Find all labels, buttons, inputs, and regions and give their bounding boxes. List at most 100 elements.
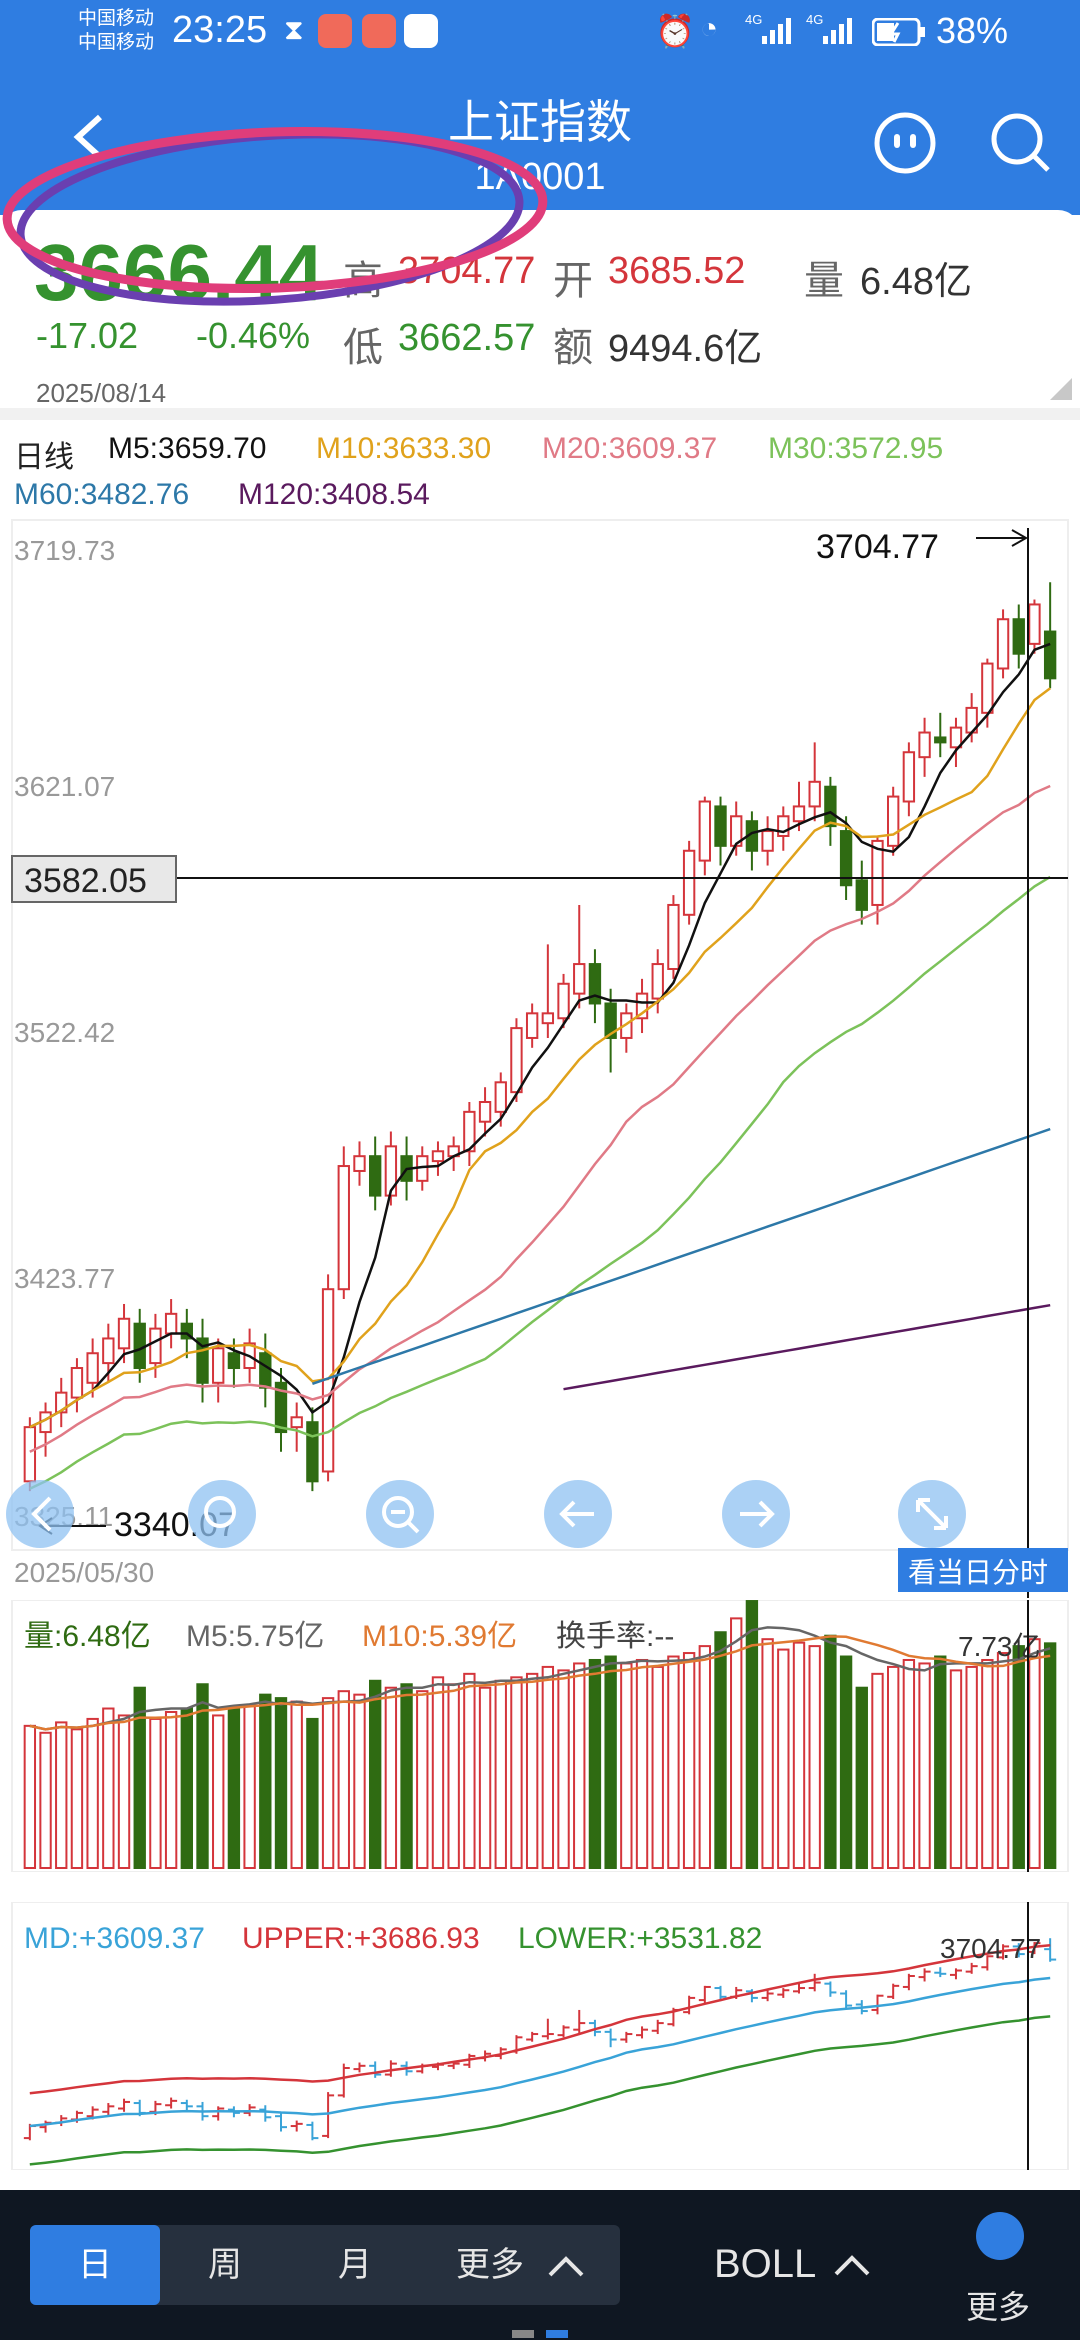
candle-body xyxy=(934,736,947,744)
volume-bar xyxy=(494,1679,507,1869)
low-label: 低 xyxy=(343,326,383,370)
chevron-up-icon[interactable] xyxy=(542,2247,590,2283)
fullscreen-button[interactable] xyxy=(898,1480,966,1548)
intraday-button-label[interactable]: 看当日分时 xyxy=(908,1557,1048,1588)
assistant-button[interactable] xyxy=(872,110,938,176)
boll-lower-line xyxy=(29,2015,1051,2166)
app-notification-icon xyxy=(362,14,396,48)
ma120-label: M120:3408.54 xyxy=(238,478,430,511)
max-arrow-icon xyxy=(976,529,1029,547)
candle-body xyxy=(478,1101,492,1123)
tab-more[interactable]: 更多 xyxy=(456,2246,524,2284)
quote-date: 2025/08/14 xyxy=(36,378,167,408)
signal-icon xyxy=(823,18,853,44)
volume-bar xyxy=(541,1665,555,1869)
tab-weekly[interactable]: 周 xyxy=(208,2246,242,2284)
zoom-out-button[interactable] xyxy=(188,1480,256,1548)
price-change: -17.02 xyxy=(36,315,139,356)
volume-bar xyxy=(745,1600,759,1870)
y-tick: 3423.77 xyxy=(14,1263,115,1294)
back-button[interactable] xyxy=(60,105,120,165)
zoom-in-button[interactable] xyxy=(6,1480,74,1548)
carrier-label-2: 中国移动 xyxy=(78,32,155,53)
amount-label: 额 xyxy=(553,326,593,370)
page-indicator-dot xyxy=(512,2330,534,2338)
battery-icon xyxy=(871,17,926,47)
candle-body xyxy=(117,1317,131,1350)
chevron-up-icon[interactable] xyxy=(828,2246,876,2282)
period-label: 日线 xyxy=(14,441,74,474)
candle-body xyxy=(510,1027,523,1094)
candle-body xyxy=(353,1155,366,1172)
pan-right-button[interactable] xyxy=(722,1480,790,1548)
volume-bar xyxy=(1028,1638,1041,1869)
turnover-label: 换手率:-- xyxy=(556,1620,674,1653)
volume-bar xyxy=(447,1683,460,1869)
volume-bar xyxy=(1012,1645,1025,1870)
volume-bar xyxy=(70,1728,84,1869)
ma5-line xyxy=(29,642,1051,1429)
kline-chart[interactable]: 3719.73 3621.07 3522.42 3423.77 3325.11 … xyxy=(0,518,1080,1598)
hourglass-icon: ⧗ xyxy=(284,14,304,45)
volume-bar xyxy=(934,1655,947,1870)
volume-bar xyxy=(39,1731,52,1869)
volume-bar xyxy=(808,1645,821,1870)
volume-bar xyxy=(620,1662,633,1869)
volume-bar xyxy=(651,1665,664,1869)
volume-label: 量 xyxy=(804,259,844,303)
volume-bar xyxy=(227,1707,241,1869)
candle-body xyxy=(557,982,570,1020)
volume-bar xyxy=(698,1645,711,1870)
tab-daily[interactable]: 日 xyxy=(30,2225,160,2305)
volume-bar xyxy=(902,1658,916,1869)
volume-bar xyxy=(855,1686,868,1869)
candle-body xyxy=(55,1391,68,1414)
expand-corner-icon[interactable] xyxy=(1050,378,1072,400)
zoom-in-icon[interactable] xyxy=(366,1480,434,1548)
volume-chart[interactable]: 量:6.48亿 M5:5.75亿 M10:5.39亿 换手率:-- 7.73亿 xyxy=(0,1600,1080,1872)
volume-bar xyxy=(164,1710,178,1869)
volume-bar xyxy=(635,1658,649,1869)
indicator-selector[interactable]: BOLL xyxy=(714,2242,817,2286)
volume-m10-line xyxy=(29,1635,1051,1731)
candle-body xyxy=(525,1012,539,1039)
candle-body xyxy=(667,903,680,970)
candle-body xyxy=(792,805,806,823)
volume-bar xyxy=(416,1690,429,1869)
volume-value: 6.48亿 xyxy=(860,261,972,303)
ma10-label: M10:3633.30 xyxy=(316,432,492,465)
volume-bar xyxy=(306,1717,319,1869)
app-notification-icon xyxy=(318,14,352,48)
candle-body xyxy=(902,751,916,803)
candle-body xyxy=(384,1145,398,1197)
tab-monthly[interactable]: 月 xyxy=(338,2246,372,2284)
volume-bar xyxy=(887,1665,900,1869)
page-title: 上证指数 xyxy=(448,96,632,148)
boll-chart[interactable]: MD:+3609.37 UPPER:+3686.93 LOWER:+3531.8… xyxy=(0,1902,1080,2170)
battery-percent: 38% xyxy=(936,10,1009,51)
volume-bar xyxy=(353,1693,366,1869)
candle-body xyxy=(337,1165,350,1291)
volume-bar xyxy=(981,1658,994,1869)
more-icon[interactable] xyxy=(976,2212,1024,2260)
candle-body xyxy=(259,1352,272,1389)
period-tabs: 日 周 月 更多 xyxy=(30,2225,620,2305)
y-tick: 3621.07 xyxy=(14,771,115,802)
intraday-button[interactable] xyxy=(898,1548,1068,1592)
boll-md-label: MD:+3609.37 xyxy=(24,1922,205,1955)
volume-bar xyxy=(730,1617,743,1869)
volume-bar xyxy=(557,1669,570,1869)
volume-bar xyxy=(102,1707,115,1869)
y-tick: 3719.73 xyxy=(14,535,115,566)
volume-bar xyxy=(667,1655,680,1870)
candle-body xyxy=(588,963,602,1005)
more-button-label[interactable]: 更多 xyxy=(966,2289,1031,2325)
search-button[interactable] xyxy=(988,110,1054,176)
volume-bar xyxy=(133,1686,146,1869)
volume-m10-label: M10:5.39亿 xyxy=(362,1620,517,1653)
signal-label-1: 4G xyxy=(745,12,763,27)
volume-bar xyxy=(290,1700,303,1870)
pan-left-button[interactable] xyxy=(544,1480,612,1548)
app-header: 中国移动 中国移动 23:25 ⧗ ⏰ ◔ 4G 4G 38% 上证指数 1A0… xyxy=(0,0,1080,215)
status-time: 23:25 xyxy=(172,9,268,51)
